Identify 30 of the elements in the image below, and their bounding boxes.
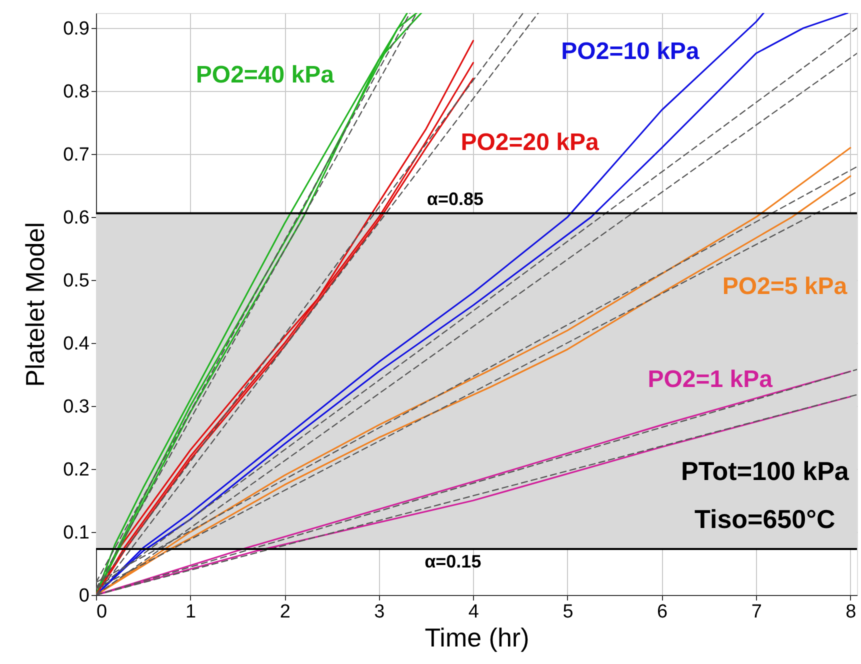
x-tick-label: 7 xyxy=(751,602,762,622)
y-axis-title: Platelet Model xyxy=(20,222,50,387)
series-label: PO2=10 kPa xyxy=(561,38,700,65)
x-tick-label: 0 xyxy=(96,602,108,622)
x-tick-label: 5 xyxy=(562,602,574,622)
annotation: α=0.85 xyxy=(426,188,484,209)
x-tick-label: 8 xyxy=(846,602,856,622)
y-tick-label: 0.1 xyxy=(63,522,90,544)
series-label: PO2=40 kPa xyxy=(196,61,335,88)
x-tick-label: 4 xyxy=(468,602,480,622)
y-tick-label: 0.7 xyxy=(63,144,90,166)
y-tick-label: 0.6 xyxy=(63,208,90,229)
annotation: α=0.15 xyxy=(424,551,482,572)
y-tick-label: 0.4 xyxy=(63,334,90,355)
x-tick-label: 1 xyxy=(186,602,196,622)
series-label: PO2=20 kPa xyxy=(460,128,600,156)
series-label: PO2=1 kPa xyxy=(648,366,774,394)
y-tick-label: 0.2 xyxy=(63,460,90,481)
y-tick-label: 0.8 xyxy=(63,82,90,103)
annotation: PTot=100 kPa xyxy=(680,456,850,486)
y-tick-label: 0 xyxy=(78,586,90,606)
x-tick-label: 2 xyxy=(280,602,290,622)
y-tick-label: 0.9 xyxy=(63,18,90,40)
y-tick-label: 0.5 xyxy=(63,270,90,292)
x-tick-label: 3 xyxy=(374,602,385,622)
x-tick-label: 6 xyxy=(657,602,668,622)
annotation: Tiso=650°C xyxy=(694,504,836,534)
y-tick-label: 0.3 xyxy=(63,396,90,418)
x-axis-title: Time (hr) xyxy=(424,622,530,652)
series-label: PO2=5 kPa xyxy=(722,273,848,300)
